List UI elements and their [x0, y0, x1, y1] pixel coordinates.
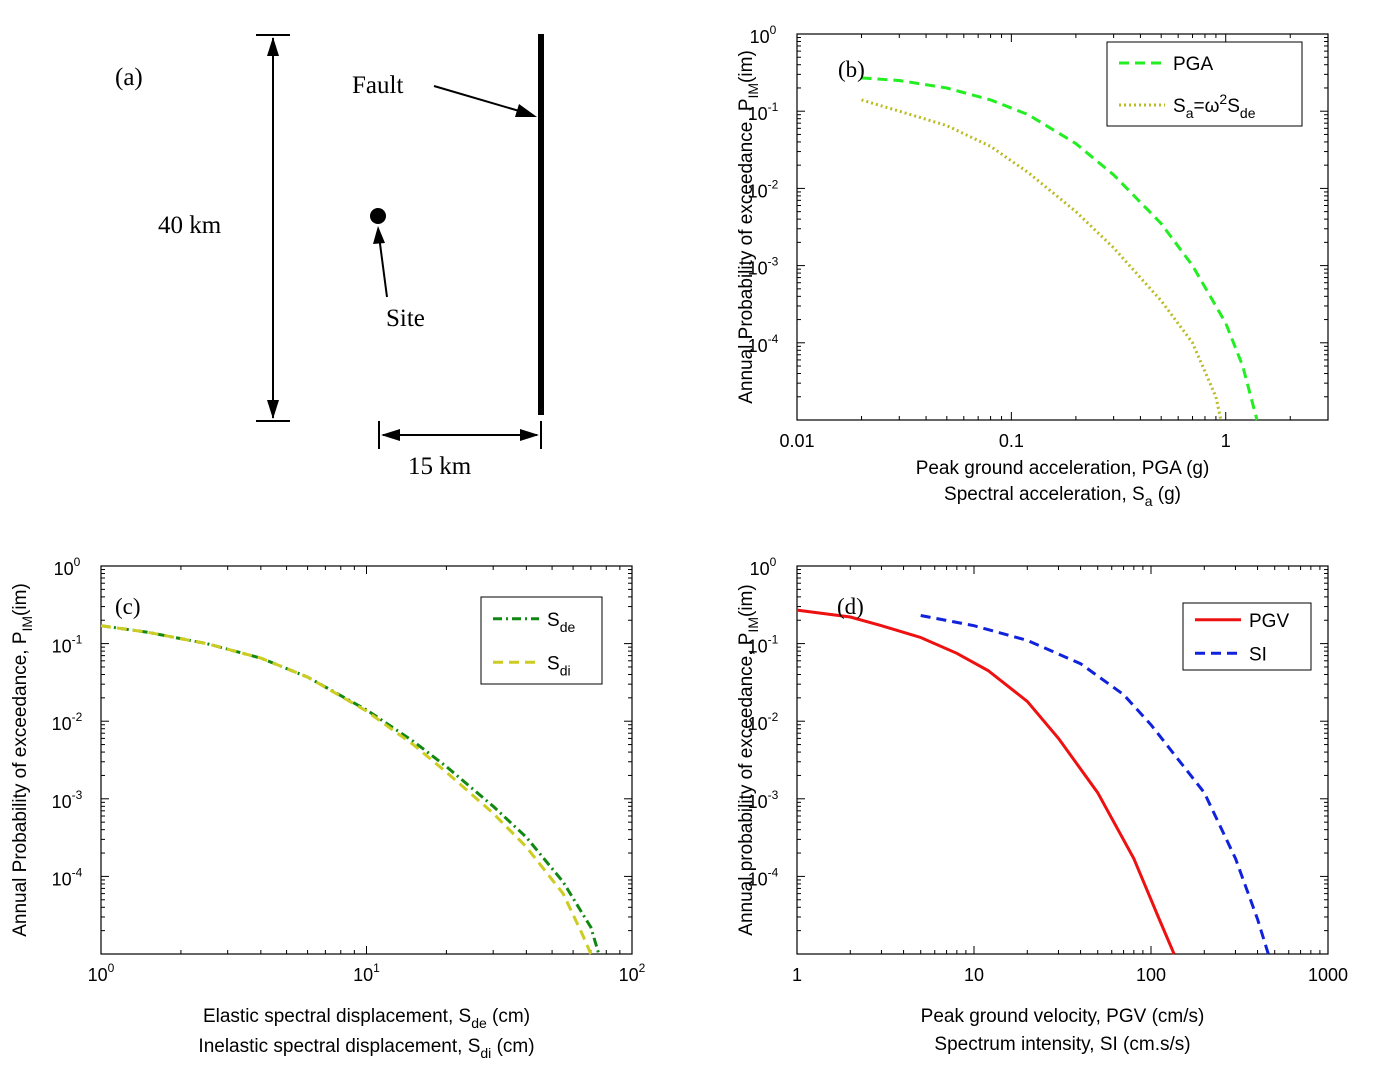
chart-c-y-tick-label: 10-4 — [52, 865, 83, 889]
chart-c-x-tick-label: 100 — [88, 961, 115, 985]
distance-arrow-right — [520, 429, 539, 441]
site-pointer-arrowhead — [373, 226, 385, 244]
chart-b-panel-label: (b) — [838, 57, 865, 82]
panel-d-chart: 1 10 100 1000 100 10-1 10-2 10-3 10-4 (d) PGV SI Pea… — [736, 555, 1348, 1055]
chart-d-legend-entry: PGV — [1249, 611, 1289, 632]
chart-b-series-sa2sde-line — [861, 98, 1223, 421]
chart-b-y-tick-label: 10-1 — [748, 100, 779, 124]
site-pointer — [378, 235, 388, 298]
chart-c-legend-entry: Sdi — [547, 653, 571, 678]
chart-d-y-tick-label: 10-2 — [748, 710, 779, 734]
chart-c-legend — [480, 596, 603, 685]
chart-b-series-pga-line — [861, 76, 1259, 421]
chart-b-x-tick-label: 0.1 — [999, 431, 1024, 451]
chart-b-y-tick-label: 10-4 — [748, 332, 779, 356]
chart-d-legend — [1182, 602, 1312, 671]
site-marker — [370, 208, 386, 224]
chart-b-y-axis-label: Annual Probability of exceedance, PIM(im… — [736, 50, 761, 404]
chart-c-series-sdi-line — [100, 624, 593, 955]
chart-b-x-tick-label: 1 — [1221, 431, 1231, 451]
chart-c-y-tick-label: 10-3 — [52, 788, 83, 812]
chart-c-y-axis-label: Annual Probability of exceedance, PIM(im… — [10, 583, 35, 937]
chart-c-x-tick-label: 102 — [619, 961, 646, 985]
chart-b-y-tick-label: 10-2 — [748, 177, 779, 201]
chart-d-legend-entry: SI — [1249, 644, 1267, 665]
chart-c-x-axis-label-2: Inelastic spectral displacement, Sdi (cm… — [198, 1036, 534, 1061]
chart-d-x-tick-label: 1 — [792, 965, 802, 985]
chart-d-x-axis-label-1: Peak ground velocity, PGV (cm/s) — [921, 1006, 1205, 1027]
chart-c-x-axis-label-1: Elastic spectral displacement, Sde (cm) — [203, 1006, 530, 1031]
panel-c-chart: 100 101 102 100 10-1 10-2 10-3 10-4 (c) Sde Sdi Ela… — [10, 555, 646, 1061]
fault-pointer-arrowhead — [515, 104, 537, 117]
fault-pointer — [433, 85, 527, 114]
chart-b-x-tick-label: 0.01 — [779, 431, 814, 451]
chart-d-series-pgv-line — [796, 608, 1176, 955]
chart-c-y-tick-label: 10-2 — [52, 710, 83, 734]
site-label: Site — [386, 305, 425, 332]
chart-b-legend — [1106, 41, 1303, 127]
length-label: 40 km — [158, 212, 222, 239]
chart-b-legend-entry: Sa=ω2Sde — [1173, 91, 1256, 121]
chart-c-panel-label: (c) — [115, 594, 141, 619]
chart-b-y-tick-label: 100 — [750, 23, 777, 47]
chart-d-x-axis-label-2: Spectrum intensity, SI (cm.s/s) — [934, 1034, 1190, 1055]
chart-b-legend-entry: PGA — [1173, 54, 1213, 75]
panel-b-chart: 0.01 0.1 1 100 10-1 10-2 10-3 10-4 (b) PGA Sa=ω2Sd… — [736, 23, 1329, 509]
chart-c-x-tick-label: 101 — [353, 961, 380, 985]
chart-d-x-tick-label: 10 — [964, 965, 984, 985]
chart-d-x-tick-label: 1000 — [1308, 965, 1348, 985]
chart-b-y-tick-label: 10-3 — [748, 255, 779, 279]
chart-c-series-sde-line — [100, 624, 601, 955]
chart-d-y-tick-label: 10-3 — [748, 788, 779, 812]
fault-label: Fault — [352, 72, 403, 99]
chart-d-series-si-line — [920, 614, 1270, 955]
chart-d-y-tick-label: 10-1 — [748, 633, 779, 657]
length-arrow-up — [267, 37, 279, 56]
chart-c-legend-entry: Sde — [547, 610, 575, 635]
distance-label: 15 km — [408, 453, 472, 480]
panel-a-label: (a) — [115, 64, 143, 91]
chart-d-y-tick-label: 10-4 — [748, 865, 779, 889]
distance-arrow-left — [381, 429, 400, 441]
chart-c-y-tick-label: 100 — [54, 555, 81, 579]
chart-d-y-tick-label: 100 — [750, 555, 777, 579]
length-arrow-down — [267, 400, 279, 419]
chart-d-panel-label: (d) — [837, 594, 864, 619]
panel-a-diagram: (a) 40 km Fault Site 15 km — [115, 34, 544, 480]
chart-d-x-tick-label: 100 — [1136, 965, 1166, 985]
chart-b-x-axis-label-2: Spectral acceleration, Sa (g) — [944, 484, 1181, 509]
chart-d-y-axis-label: Annual probability of exceedance, PIM(im… — [736, 584, 761, 935]
chart-b-x-axis-label-1: Peak ground acceleration, PGA (g) — [916, 458, 1210, 479]
chart-c-y-tick-label: 10-1 — [52, 633, 83, 657]
